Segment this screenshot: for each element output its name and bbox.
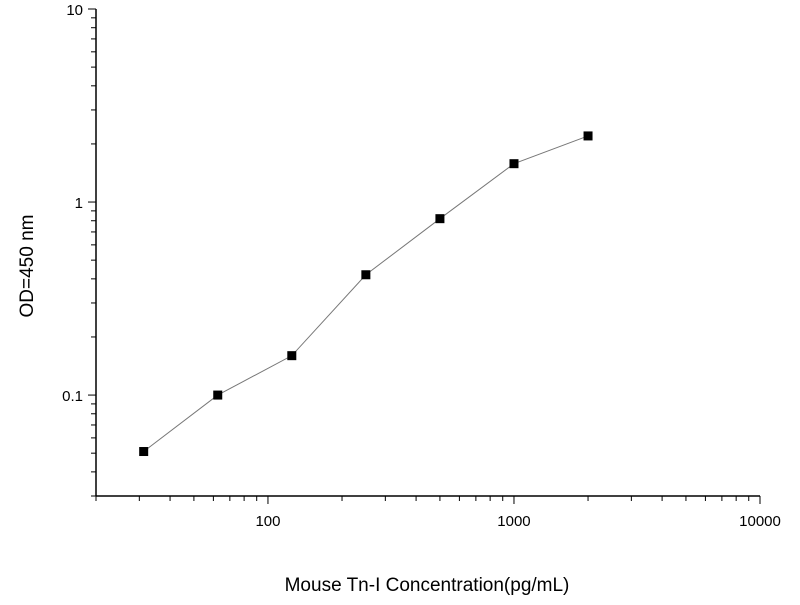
x-tick-label: 100 [255,513,280,530]
data-point-marker [213,390,223,400]
x-axis-title: Mouse Tn-I Concentration(pg/mL) [285,575,570,596]
data-series [139,131,593,457]
x-tick-label: 1000 [497,513,530,530]
data-point-marker [509,159,519,169]
y-tick-label: 0.1 [62,388,83,405]
series-line [143,135,589,452]
y-tick-label: 1 [75,195,83,212]
data-point-marker [139,447,149,457]
data-point-marker [583,131,593,141]
y-tick-label: 10 [66,2,83,19]
data-point-marker [361,270,371,280]
data-point-marker [435,214,445,224]
data-point-marker [287,351,297,361]
axes: 100 1000 10000 0.1 1 10 [62,2,781,530]
y-axis-title: OD=450 nm [17,215,38,318]
x-tick-label: 10000 [739,513,781,530]
